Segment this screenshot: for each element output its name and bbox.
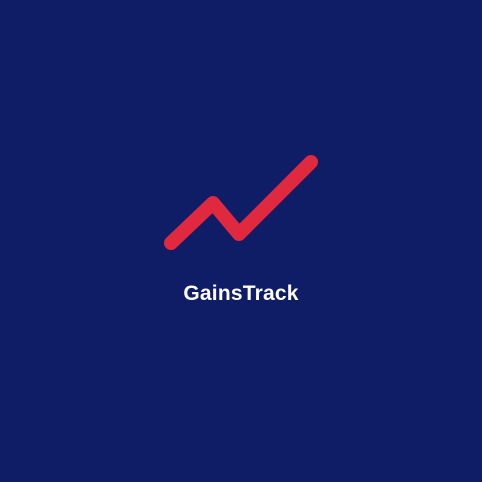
trend-line [164,155,318,250]
app-name: GainsTrack [183,282,299,305]
